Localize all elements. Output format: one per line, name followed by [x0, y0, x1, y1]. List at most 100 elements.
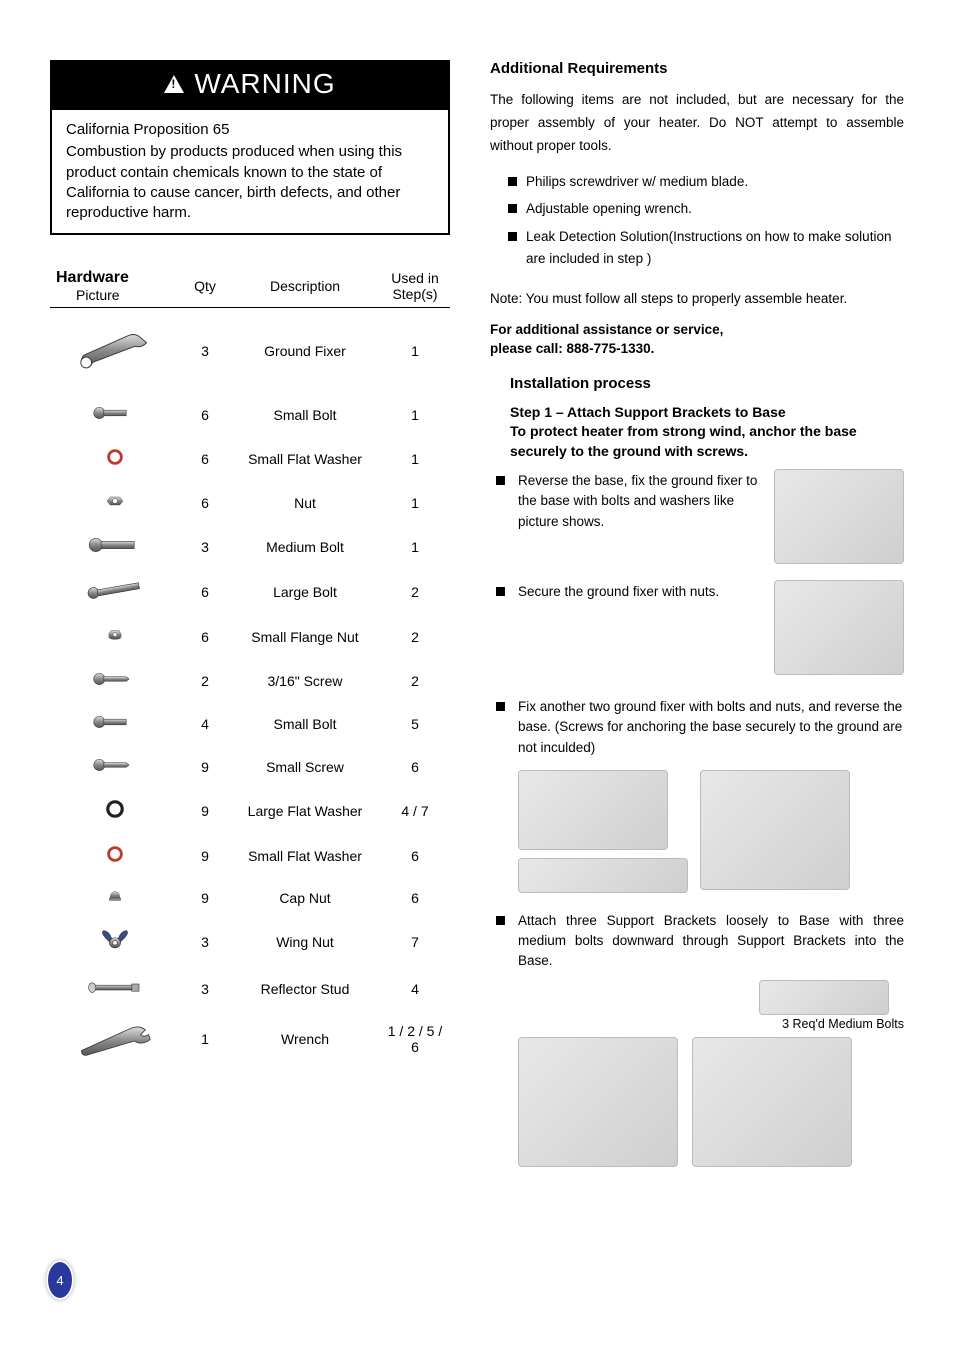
instr-reverse-base: Reverse the base, fix the ground fixer t… — [496, 467, 904, 537]
hw-step: 7 — [380, 917, 450, 966]
hw-qty: 3 — [180, 917, 230, 966]
assist-line2: please call: 888-775-1330. — [490, 341, 654, 356]
hw-qty: 3 — [180, 966, 230, 1011]
hw-step: 6 — [380, 878, 450, 917]
hw-desc: Ground Fixer — [230, 308, 380, 394]
hw-desc: Small Bolt — [230, 393, 380, 436]
hw-qty: 3 — [180, 308, 230, 394]
hw-qty: 9 — [180, 833, 230, 878]
hw-qty: 9 — [180, 878, 230, 917]
washer-sm2-icon — [95, 839, 135, 872]
hw-qty: 6 — [180, 393, 230, 436]
fig-bolts-row — [518, 858, 688, 893]
table-row: 6Nut1 — [50, 481, 450, 524]
hw-desc: Small Flat Washer — [230, 436, 380, 481]
table-row: 3Ground Fixer1 — [50, 308, 450, 394]
hw-step: 5 — [380, 702, 450, 745]
bolt-md-icon — [80, 530, 150, 563]
hw-step: 2 — [380, 659, 450, 702]
fig-base-assembly-2 — [692, 1037, 852, 1167]
hw-step: 1 — [380, 436, 450, 481]
tools-list-item: Leak Detection Solution(Instructions on … — [508, 223, 904, 272]
table-row: 6Large Bolt2 — [50, 569, 450, 614]
hw-desc: Small Bolt — [230, 702, 380, 745]
hw-step: 1 / 2 / 5 / 6 — [380, 1011, 450, 1066]
hw-desc: Reflector Stud — [230, 966, 380, 1011]
warning-subtitle: California Proposition 65 — [66, 120, 434, 140]
hw-desc: Medium Bolt — [230, 524, 380, 569]
assembly-note: Note: You must follow all steps to prope… — [490, 288, 904, 311]
instr-secure-nuts: Secure the ground fixer with nuts. — [496, 578, 904, 648]
warning-body-text: Combustion by products produced when usi… — [66, 142, 434, 223]
hw-desc: Nut — [230, 481, 380, 524]
ground-fixer-icon — [70, 314, 160, 387]
fig-base-assembly-1 — [518, 1037, 678, 1167]
hw-desc: Small Flange Nut — [230, 614, 380, 659]
hw-step: 1 — [380, 481, 450, 524]
hw-desc: Large Flat Washer — [230, 788, 380, 833]
hw-qty: 3 — [180, 524, 230, 569]
hw-step: 4 / 7 — [380, 788, 450, 833]
hw-step: 6 — [380, 833, 450, 878]
table-row: 1Wrench1 / 2 / 5 / 6 — [50, 1011, 450, 1066]
tools-list-item: Adjustable opening wrench. — [508, 195, 904, 223]
wing-nut-icon — [87, 923, 143, 960]
table-row: 3Medium Bolt1 — [50, 524, 450, 569]
hw-step: 2 — [380, 614, 450, 659]
instr-fix-two-more: Fix another two ground fixer with bolts … — [496, 693, 904, 762]
hw-desc: 3/16" Screw — [230, 659, 380, 702]
table-row: 9Small Flat Washer6 — [50, 833, 450, 878]
table-row: 9Small Screw6 — [50, 745, 450, 788]
bolt-sm-icon — [85, 708, 145, 739]
hw-step: 1 — [380, 308, 450, 394]
table-row: 3Reflector Stud4 — [50, 966, 450, 1011]
washer-lg-icon — [95, 794, 135, 827]
table-row: 6Small Flat Washer1 — [50, 436, 450, 481]
hw-step: 1 — [380, 393, 450, 436]
step1-subheading: To protect heater from strong wind, anch… — [510, 422, 904, 461]
hw-qty: 6 — [180, 481, 230, 524]
warning-panel: WARNING California Proposition 65 Combus… — [50, 60, 450, 235]
flange-nut-icon — [95, 620, 135, 653]
warning-header: WARNING — [52, 62, 448, 110]
page-number-badge: 4 — [46, 1260, 74, 1300]
fig-medium-bolt-inset — [759, 980, 889, 1015]
hw-desc: Small Screw — [230, 745, 380, 788]
table-row: 9Large Flat Washer4 / 7 — [50, 788, 450, 833]
hw-qty: 6 — [180, 569, 230, 614]
assist-line1: For additional assistance or service, — [490, 322, 723, 337]
hw-qty: 6 — [180, 436, 230, 481]
hw-desc: Wrench — [230, 1011, 380, 1066]
req-intro: The following items are not included, bu… — [490, 89, 904, 158]
table-row: 23/16" Screw2 — [50, 659, 450, 702]
hardware-section: Hardware Picture Qty Description Used in… — [50, 265, 450, 1066]
table-row: 3Wing Nut7 — [50, 917, 450, 966]
hw-step: 1 — [380, 524, 450, 569]
hw-step: 6 — [380, 745, 450, 788]
additional-req-heading: Additional Requirements — [490, 60, 904, 77]
instr-attach-brackets: Attach three Support Brackets loosely to… — [496, 907, 904, 976]
hw-desc: Large Bolt — [230, 569, 380, 614]
hw-qty: 4 — [180, 702, 230, 745]
hw-qty: 2 — [180, 659, 230, 702]
washer-sm-icon — [95, 442, 135, 475]
hardware-table: Hardware Picture Qty Description Used in… — [50, 265, 450, 1066]
hw-desc: Cap Nut — [230, 878, 380, 917]
table-row: 9Cap Nut6 — [50, 878, 450, 917]
step1-heading: Step 1 – Attach Support Brackets to Base — [510, 404, 904, 420]
col-desc: Description — [230, 265, 380, 308]
table-row: 6Small Bolt1 — [50, 393, 450, 436]
warning-title: WARNING — [194, 68, 335, 100]
bolt-lg-icon — [70, 575, 160, 608]
hw-step: 2 — [380, 569, 450, 614]
tools-list-item: Philips screwdriver w/ medium blade. — [508, 168, 904, 196]
bolt-sm-icon — [85, 399, 145, 430]
hw-step: 4 — [380, 966, 450, 1011]
screw-316-icon — [85, 665, 145, 696]
hw-qty: 9 — [180, 788, 230, 833]
hw-qty: 9 — [180, 745, 230, 788]
hw-qty: 6 — [180, 614, 230, 659]
tools-list: Philips screwdriver w/ medium blade.Adju… — [508, 168, 904, 272]
install-heading: Installation process — [510, 375, 904, 392]
cap-nut-icon — [95, 884, 135, 911]
